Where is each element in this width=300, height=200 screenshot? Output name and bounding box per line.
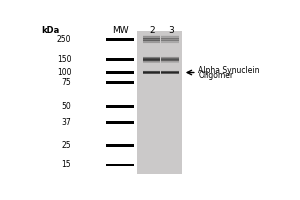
Bar — [161, 70, 179, 71]
Bar — [143, 62, 160, 63]
Bar — [161, 62, 179, 63]
Text: Alpha Synuclein: Alpha Synuclein — [198, 66, 260, 75]
Bar — [143, 60, 160, 61]
Bar — [161, 40, 179, 41]
Bar — [161, 40, 179, 41]
Bar — [143, 57, 160, 58]
Bar — [106, 144, 134, 147]
Bar — [143, 60, 160, 61]
Bar — [161, 57, 179, 58]
Bar — [106, 38, 134, 41]
Text: 3: 3 — [168, 26, 174, 35]
Bar — [161, 35, 179, 36]
Bar — [143, 62, 160, 63]
Bar — [143, 35, 160, 36]
Bar — [106, 71, 134, 74]
Bar — [161, 58, 179, 59]
Bar — [143, 40, 160, 41]
Bar — [106, 105, 134, 108]
Bar — [161, 57, 179, 58]
Bar — [143, 41, 160, 42]
Bar — [161, 60, 179, 61]
Bar — [161, 38, 179, 39]
Bar — [161, 36, 179, 37]
Text: 50: 50 — [61, 102, 71, 111]
Bar — [161, 56, 179, 57]
Bar — [161, 59, 179, 60]
Bar — [161, 36, 179, 37]
Bar — [161, 42, 179, 43]
Bar — [161, 62, 179, 63]
Text: 37: 37 — [61, 118, 71, 127]
Bar — [143, 72, 160, 73]
Bar — [143, 73, 160, 74]
Bar — [161, 73, 179, 74]
Bar — [143, 61, 160, 62]
Bar — [143, 56, 160, 57]
Bar — [161, 39, 179, 40]
Bar — [143, 72, 160, 73]
Bar — [106, 164, 134, 166]
Bar — [143, 36, 160, 37]
Bar — [161, 58, 179, 59]
Bar — [143, 42, 160, 43]
Bar — [161, 43, 179, 44]
Bar — [106, 81, 134, 84]
Bar — [143, 59, 160, 60]
Text: kDa: kDa — [41, 26, 59, 35]
Bar — [143, 38, 160, 39]
Bar — [143, 39, 160, 40]
Bar — [143, 58, 160, 59]
Text: 75: 75 — [61, 78, 71, 87]
Bar — [161, 72, 179, 73]
Text: 150: 150 — [57, 55, 71, 64]
Bar — [143, 43, 160, 44]
Bar — [161, 41, 179, 42]
Bar — [161, 71, 179, 72]
Bar — [143, 73, 160, 74]
Text: 2: 2 — [150, 26, 155, 35]
Bar — [143, 71, 160, 72]
Bar — [143, 36, 160, 37]
Text: 15: 15 — [61, 160, 71, 169]
Text: Oligomer: Oligomer — [198, 71, 233, 80]
Bar — [137, 31, 182, 174]
Bar — [161, 42, 179, 43]
Bar — [161, 73, 179, 74]
Bar — [143, 38, 160, 39]
Text: 100: 100 — [57, 68, 71, 77]
Bar — [143, 57, 160, 58]
Bar — [161, 72, 179, 73]
Bar — [161, 72, 179, 73]
Bar — [143, 59, 160, 60]
Bar — [161, 61, 179, 62]
Bar — [143, 58, 160, 59]
Text: 250: 250 — [57, 35, 71, 44]
Bar — [161, 38, 179, 39]
Bar — [143, 37, 160, 38]
Bar — [161, 71, 179, 72]
Bar — [143, 71, 160, 72]
Bar — [106, 121, 134, 124]
Text: MW: MW — [112, 26, 128, 35]
Bar — [143, 42, 160, 43]
Text: 25: 25 — [61, 141, 71, 150]
Bar — [143, 40, 160, 41]
Bar — [143, 72, 160, 73]
Bar — [161, 60, 179, 61]
Bar — [106, 58, 134, 61]
Bar — [143, 70, 160, 71]
Bar — [161, 37, 179, 38]
Bar — [161, 59, 179, 60]
